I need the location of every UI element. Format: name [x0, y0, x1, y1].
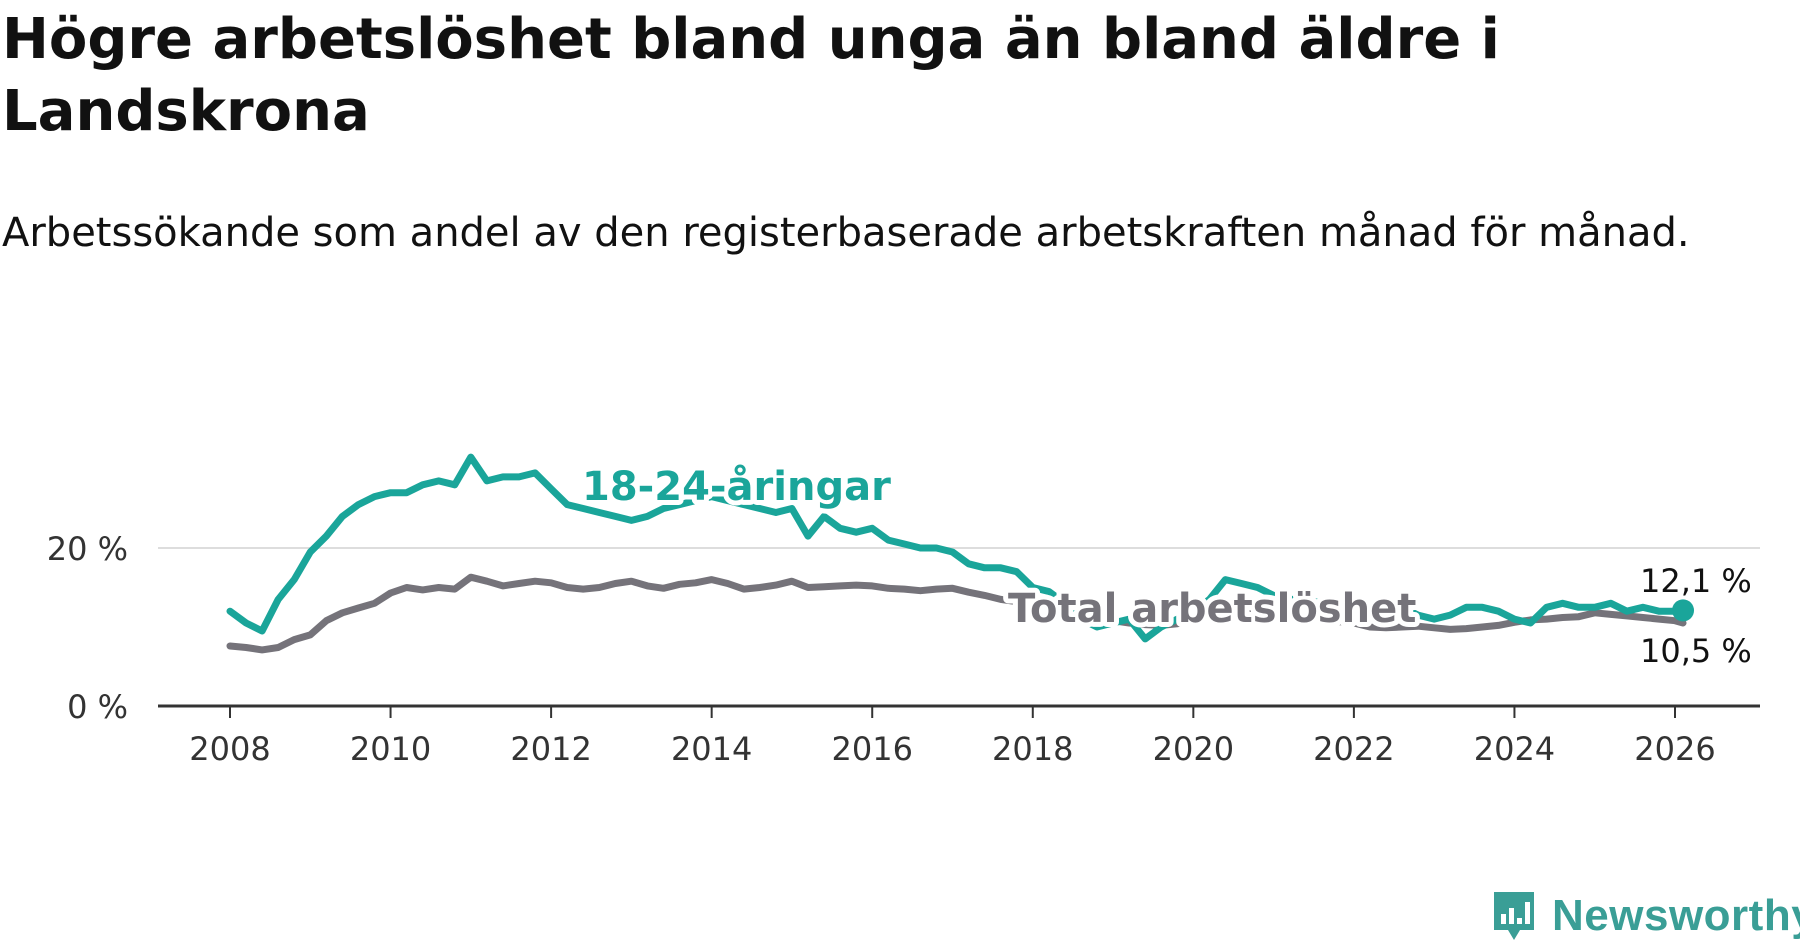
newsworthy-logo-icon [1494, 892, 1534, 940]
series-label-total: Total arbetslöshet [1008, 586, 1416, 632]
end-label-total: 10,5 % [1640, 632, 1752, 670]
x-tick-label: 2014 [671, 730, 752, 768]
y-axis: 0 % 20 % [47, 530, 128, 726]
chart-subtitle: Arbetssökande som andel av den registerb… [2, 210, 1690, 256]
series-line-youth [226, 453, 1687, 643]
x-tick-label: 2022 [1313, 730, 1394, 768]
x-tick-label: 2020 [1153, 730, 1234, 768]
x-tick-label: 2026 [1634, 730, 1715, 768]
x-tick-label: 2024 [1474, 730, 1555, 768]
brand[interactable]: Newsworthy [1490, 884, 1800, 948]
end-label-youth: 12,1 % [1640, 562, 1752, 600]
y-tick-label: 20 % [47, 530, 128, 568]
series-label-total-halo: Total arbetslöshet [1008, 586, 1416, 632]
x-tick-label: 2010 [350, 730, 431, 768]
series-layer [226, 453, 1695, 654]
x-tick-label: 2012 [510, 730, 591, 768]
x-tick-label: 2008 [189, 730, 270, 768]
y-tick-label: 0 % [67, 688, 128, 726]
series-line-total [226, 573, 1687, 654]
chart-title: Högre arbetslöshet bland unga än bland ä… [2, 7, 1500, 144]
x-tick-label: 2018 [992, 730, 1073, 768]
series-end-point [1672, 599, 1695, 622]
brand-name: Newsworthy [1552, 891, 1800, 940]
x-axis: 2008 2010 2012 2014 2016 2018 2020 2022 2024 2026 [158, 704, 1760, 768]
series-label-youth-halo: 18-24-åringar [582, 463, 891, 510]
x-tick-label: 2016 [832, 730, 913, 768]
series-label-youth: 18-24-åringar [582, 463, 891, 510]
